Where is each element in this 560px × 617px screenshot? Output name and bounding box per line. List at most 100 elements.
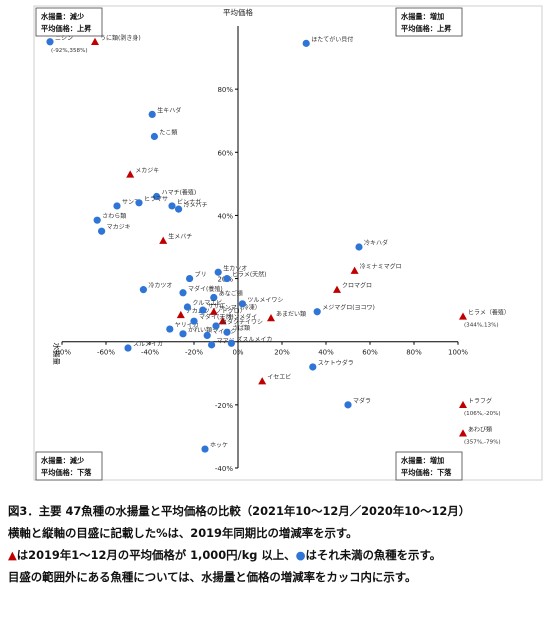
x-tick-label: 80% bbox=[406, 349, 422, 357]
quadrant-label: 平均価格：下落 bbox=[401, 468, 452, 477]
circle-point bbox=[46, 38, 54, 46]
point-label: サンマ（冷凍） bbox=[219, 304, 261, 312]
point-label: サンマ bbox=[122, 199, 140, 206]
quadrant-boxes: 水揚量：減少平均価格：上昇水揚量：増加平均価格：上昇水揚量：減少平均価格：下落水… bbox=[35, 7, 463, 481]
circle-point bbox=[203, 331, 211, 339]
y-tick-label: -20% bbox=[215, 402, 233, 410]
point-label: マカジキ bbox=[107, 224, 131, 231]
point-label: トラフグ bbox=[468, 397, 492, 405]
point-label: ツルメイワシ bbox=[247, 297, 283, 304]
quadrant-label: 平均価格：上昇 bbox=[41, 24, 92, 33]
circle-point bbox=[214, 268, 222, 276]
axes: -80% -60% -40% -20% 0% 20% 40% 60% 80% 100% -40% -2… bbox=[52, 7, 468, 473]
circle-point bbox=[179, 330, 187, 338]
triangle-point bbox=[218, 317, 227, 325]
point-label: ヒラメ(天然) bbox=[232, 271, 267, 279]
y-tick-label: 60% bbox=[217, 149, 233, 157]
circle-point bbox=[183, 303, 191, 311]
point-label: マダイ(養殖) bbox=[188, 285, 223, 293]
point-label: ヤリイカ bbox=[175, 322, 199, 329]
figure-caption: 図3．主要 47魚種の水揚量と平均価格の比較（2021年10～12月／2020年… bbox=[8, 500, 556, 588]
quadrant-label: 水揚量：減少 bbox=[40, 12, 85, 21]
point-label: さば類 bbox=[232, 324, 250, 332]
point-label: ズスルメイカ bbox=[236, 335, 272, 343]
point-label: メカジキ bbox=[135, 167, 159, 174]
caption-marker-legend: ▲は2019年1～12月の平均価格が 1,000円/kg 以上、●はそれ未満の魚… bbox=[8, 544, 556, 566]
circle-point bbox=[135, 199, 143, 207]
point-label: クロマグロ bbox=[342, 282, 372, 290]
quadrant-box bbox=[395, 451, 463, 481]
circle-point bbox=[190, 317, 198, 325]
quadrant-label: 平均価格：上昇 bbox=[401, 24, 452, 33]
triangle-point bbox=[209, 307, 218, 315]
circle-point bbox=[199, 306, 207, 314]
triangle-point bbox=[258, 377, 267, 385]
point-label: マダラ bbox=[353, 397, 371, 405]
point-label: 冷カツオ bbox=[148, 282, 172, 290]
caption-triangle-text: は2019年1～12月の平均価格が 1,000円/kg 以上、 bbox=[16, 548, 296, 562]
circle-point bbox=[208, 341, 216, 349]
triangle-point bbox=[459, 312, 467, 320]
point-label: 生メバチ bbox=[168, 233, 192, 241]
circle-point bbox=[175, 205, 183, 213]
point-label: ハマチ(養殖) bbox=[162, 188, 197, 196]
quadrant-box bbox=[35, 7, 103, 37]
quadrant-label: 水揚量：増加 bbox=[400, 12, 444, 21]
x-tick-label: -40% bbox=[141, 349, 159, 357]
circle-point bbox=[166, 325, 174, 333]
circle-point bbox=[148, 110, 156, 118]
chart-area: -80% -60% -40% -20% 0% 20% 40% 60% 80% 100% -40% -2… bbox=[33, 5, 543, 481]
triangle-point bbox=[333, 285, 341, 293]
circle-point bbox=[150, 132, 158, 141]
circle-point bbox=[98, 227, 106, 235]
point-label: カタクチイワシ bbox=[221, 318, 263, 326]
point-label: クルマエビ bbox=[192, 299, 222, 307]
point-label: 生カツオ bbox=[223, 264, 247, 272]
point-label: マダイ(天然) bbox=[199, 313, 234, 321]
x-axis-title: 水揚量 bbox=[52, 342, 62, 365]
quadrant-label: 平均価格：下落 bbox=[41, 468, 92, 477]
circle-point bbox=[124, 344, 132, 352]
circle-point bbox=[212, 322, 220, 330]
triangle-point bbox=[126, 170, 135, 178]
plot-frame bbox=[33, 5, 543, 481]
circle-point bbox=[139, 286, 147, 294]
y-tick-label: -40% bbox=[215, 465, 233, 473]
point-label: あまだい類 bbox=[276, 310, 306, 318]
x-tick-label: -60% bbox=[97, 349, 115, 357]
point-offscale-value: (344%,13%) bbox=[464, 322, 499, 328]
triangle-point bbox=[267, 314, 275, 322]
triangle-point bbox=[459, 429, 467, 437]
x-tick-label: 0% bbox=[232, 349, 243, 357]
point-label: ビンナガ bbox=[177, 198, 201, 206]
caption-offscale-note: 目盛の範囲外にある魚種については、水揚量と価格の増減率をカッコ内に示す。 bbox=[8, 570, 417, 584]
triangle-point bbox=[91, 37, 99, 45]
circle-point bbox=[309, 363, 317, 371]
circle-point bbox=[93, 216, 101, 224]
quadrant-label: 水揚量：増加 bbox=[400, 456, 444, 465]
point-label: かれい類 bbox=[188, 326, 212, 334]
circle-point bbox=[201, 445, 209, 453]
circle-point bbox=[227, 339, 235, 347]
point-label: ブリ bbox=[195, 271, 207, 279]
triangle-point bbox=[176, 310, 185, 319]
point-label: イセエビ bbox=[267, 373, 291, 381]
circle-point bbox=[313, 308, 321, 316]
x-tick-label: 60% bbox=[362, 349, 378, 357]
quadrant-box bbox=[395, 7, 463, 37]
y-tick-label: 80% bbox=[217, 86, 233, 94]
x-tick-label: -80% bbox=[53, 349, 71, 357]
point-label: あなご類 bbox=[219, 290, 243, 298]
circle-point bbox=[344, 401, 352, 409]
point-offscale-value: (-92%,358%) bbox=[51, 48, 88, 54]
point-label: ヒラメ（養殖） bbox=[468, 308, 510, 316]
point-label: うに類(剥き身) bbox=[100, 34, 141, 42]
caption-axis-note: 横軸と縦軸の目盛に記載した%は、2019年同期比の増減率を示す。 bbox=[8, 526, 358, 540]
point-label: 冷キハダ bbox=[364, 239, 388, 247]
point-label: マアジ bbox=[217, 338, 235, 345]
triangle-point bbox=[159, 236, 168, 244]
x-tick-label: -20% bbox=[185, 349, 203, 357]
point-label: あわび類 bbox=[468, 425, 492, 433]
circle-point bbox=[238, 300, 246, 308]
